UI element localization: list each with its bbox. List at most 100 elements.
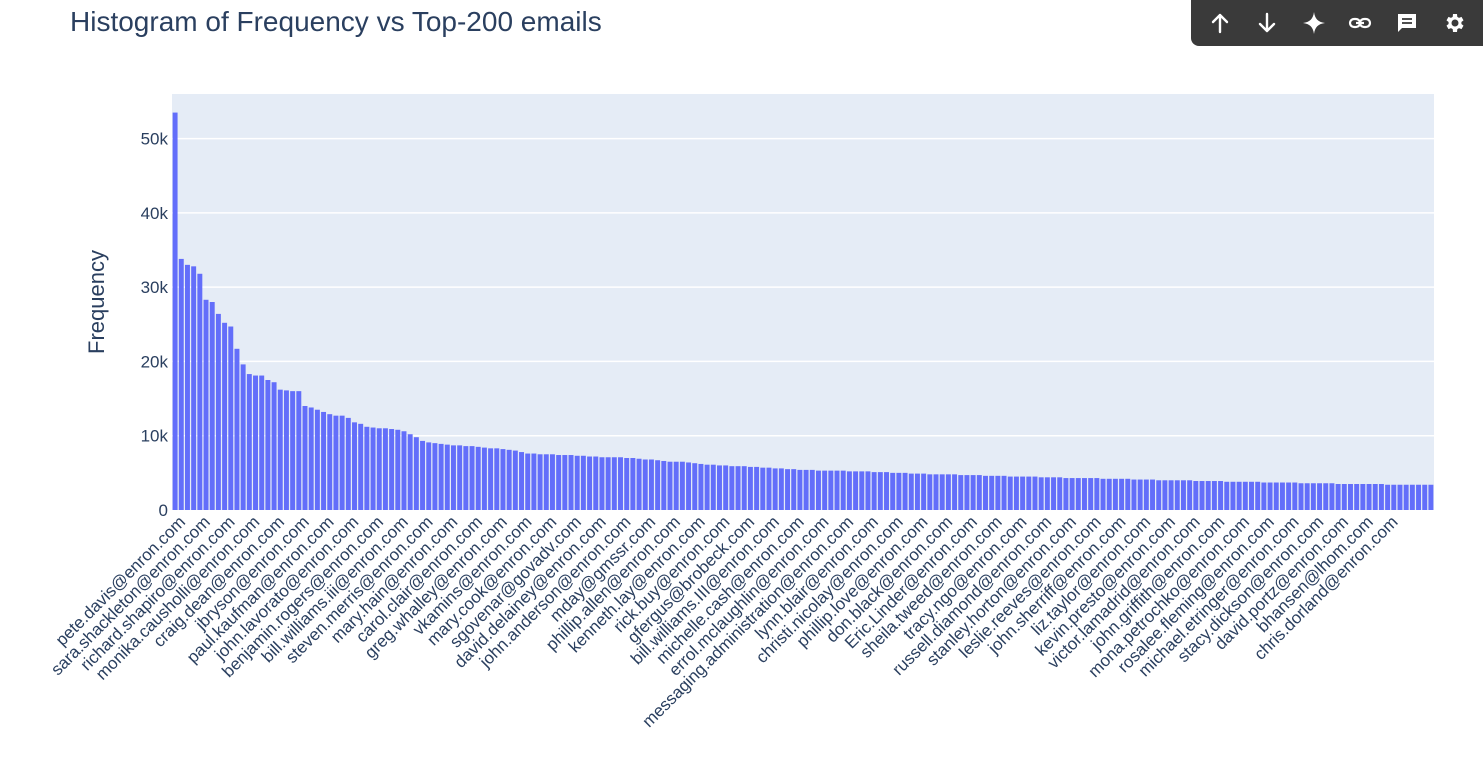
bar[interactable] xyxy=(667,461,673,510)
bar[interactable] xyxy=(234,348,240,510)
bar[interactable] xyxy=(995,475,1001,510)
bar[interactable] xyxy=(970,475,976,510)
bar[interactable] xyxy=(519,452,524,510)
bar[interactable] xyxy=(679,461,685,510)
bar[interactable] xyxy=(413,437,419,510)
bar[interactable] xyxy=(1329,483,1335,510)
bar[interactable] xyxy=(896,472,902,510)
bar[interactable] xyxy=(1038,477,1044,510)
bar[interactable] xyxy=(290,391,296,510)
copy-link-button[interactable] xyxy=(1341,4,1379,42)
bar[interactable] xyxy=(1001,475,1007,510)
bar[interactable] xyxy=(556,455,562,510)
bar[interactable] xyxy=(1409,484,1415,510)
bar[interactable] xyxy=(698,463,704,510)
bar[interactable] xyxy=(1069,478,1075,510)
bar[interactable] xyxy=(444,444,450,510)
bar[interactable] xyxy=(908,473,914,510)
bar[interactable] xyxy=(1143,479,1149,510)
bar[interactable] xyxy=(512,450,518,510)
bar[interactable] xyxy=(432,443,438,510)
bar[interactable] xyxy=(1020,476,1026,510)
bar[interactable] xyxy=(1150,479,1155,510)
bar[interactable] xyxy=(178,258,184,510)
bar[interactable] xyxy=(1112,478,1118,510)
bar[interactable] xyxy=(1249,481,1254,510)
bar[interactable] xyxy=(1391,484,1397,510)
bar[interactable] xyxy=(525,453,531,510)
bar[interactable] xyxy=(438,443,444,510)
bar[interactable] xyxy=(1298,483,1304,510)
bar[interactable] xyxy=(1348,484,1353,510)
bar[interactable] xyxy=(321,411,327,510)
bar[interactable] xyxy=(1317,483,1323,510)
bar[interactable] xyxy=(859,471,865,510)
bar[interactable] xyxy=(172,112,178,510)
bar[interactable] xyxy=(1422,484,1428,510)
bar[interactable] xyxy=(884,472,889,510)
bar[interactable] xyxy=(1397,484,1403,510)
bar[interactable] xyxy=(1385,484,1391,510)
bar[interactable] xyxy=(568,455,574,510)
bar[interactable] xyxy=(599,457,605,510)
bar[interactable] xyxy=(846,471,852,510)
bar[interactable] xyxy=(215,313,221,510)
bar[interactable] xyxy=(1211,481,1217,510)
bar[interactable] xyxy=(327,414,333,510)
bar[interactable] xyxy=(1286,482,1292,510)
bar[interactable] xyxy=(1082,478,1087,510)
bar[interactable] xyxy=(1236,481,1242,510)
bar[interactable] xyxy=(1416,484,1422,510)
bar[interactable] xyxy=(735,466,741,510)
bar[interactable] xyxy=(710,464,716,510)
bar[interactable] xyxy=(451,445,456,510)
bar[interactable] xyxy=(333,415,339,510)
bar[interactable] xyxy=(1075,478,1081,510)
bar[interactable] xyxy=(426,442,432,510)
bar[interactable] xyxy=(1304,483,1310,510)
bar[interactable] xyxy=(1279,482,1285,510)
bar[interactable] xyxy=(1193,481,1199,510)
bar[interactable] xyxy=(1137,479,1143,510)
bar[interactable] xyxy=(989,475,995,510)
bar[interactable] xyxy=(562,455,568,510)
ai-assist-button[interactable] xyxy=(1295,4,1333,42)
bar[interactable] xyxy=(692,463,698,510)
bar[interactable] xyxy=(636,458,642,510)
bar[interactable] xyxy=(352,422,357,510)
bar[interactable] xyxy=(420,440,426,510)
bar[interactable] xyxy=(463,446,469,510)
settings-button[interactable] xyxy=(1435,4,1473,42)
bar[interactable] xyxy=(1267,482,1273,510)
bar[interactable] xyxy=(265,380,271,510)
bar[interactable] xyxy=(1242,481,1248,510)
bar[interactable] xyxy=(364,426,370,510)
bar[interactable] xyxy=(1310,483,1316,510)
bar[interactable] xyxy=(914,473,920,510)
bar[interactable] xyxy=(203,299,209,510)
bar[interactable] xyxy=(1323,483,1329,510)
bar[interactable] xyxy=(197,273,203,510)
bar[interactable] xyxy=(475,446,481,510)
bar[interactable] xyxy=(964,475,970,510)
bar[interactable] xyxy=(506,449,512,510)
bar[interactable] xyxy=(246,374,252,510)
bar[interactable] xyxy=(191,266,197,510)
bar[interactable] xyxy=(1187,480,1193,510)
bar[interactable] xyxy=(797,469,803,510)
bar[interactable] xyxy=(902,472,908,510)
bar[interactable] xyxy=(302,406,308,510)
bar[interactable] xyxy=(240,364,246,510)
bar[interactable] xyxy=(537,454,543,510)
bar[interactable] xyxy=(457,445,463,510)
bar[interactable] xyxy=(1372,484,1378,510)
bar[interactable] xyxy=(1218,481,1224,510)
bar[interactable] xyxy=(1261,482,1267,510)
bar[interactable] xyxy=(271,382,277,510)
bar[interactable] xyxy=(531,453,537,510)
bar[interactable] xyxy=(339,415,345,510)
bar[interactable] xyxy=(1013,476,1019,510)
bar[interactable] xyxy=(939,474,945,510)
bar[interactable] xyxy=(822,470,828,510)
bar[interactable] xyxy=(741,466,747,510)
